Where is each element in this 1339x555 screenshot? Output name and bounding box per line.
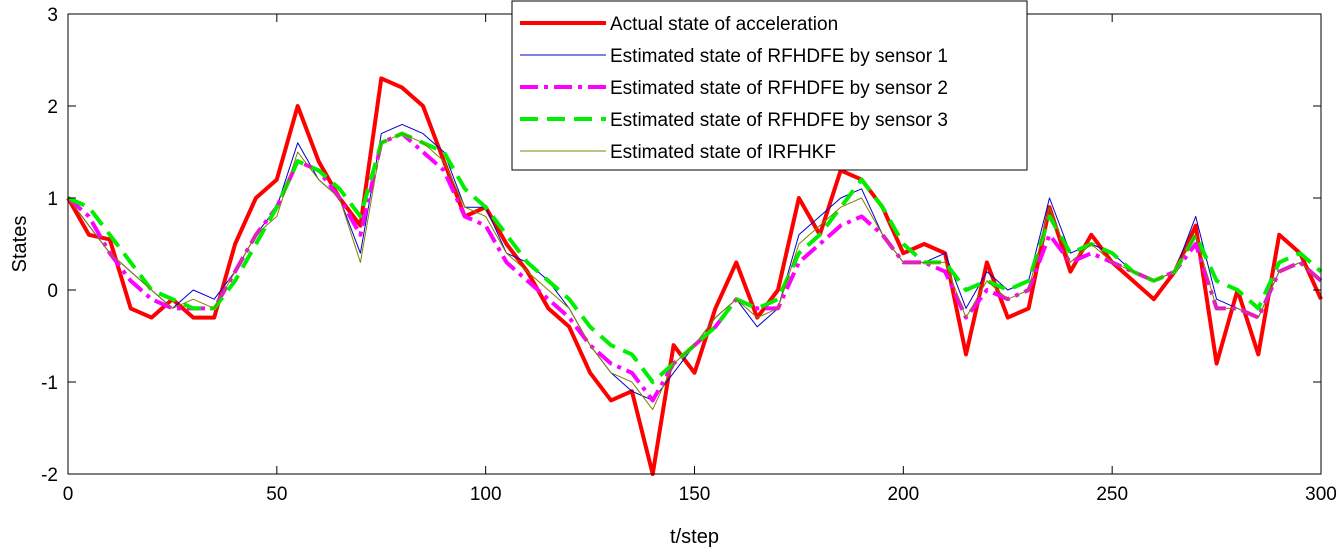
y-tick-label: 3 <box>47 5 58 26</box>
legend-label-4: Estimated state of RFHDFE by sensor 3 <box>610 110 948 131</box>
series-layer <box>66 76 1323 476</box>
y-tick-label: 1 <box>47 189 58 210</box>
x-axis-label: t/step <box>670 526 719 548</box>
legend-label-2: Estimated state of RFHDFE by sensor 1 <box>610 46 948 67</box>
y-tick-label: -1 <box>41 373 58 394</box>
series-line-4 <box>67 131 1323 384</box>
x-tick-label: 300 <box>1305 484 1337 505</box>
x-tick-label: 200 <box>887 484 919 505</box>
y-tick-label: 2 <box>47 97 58 118</box>
x-tick-label: 0 <box>63 484 74 505</box>
legend-label-1: Actual state of acceleration <box>610 14 838 35</box>
legend-items: Actual state of acceleration Estimated st… <box>520 14 948 163</box>
y-tick-label: 0 <box>47 281 58 302</box>
axes-layer: 0 50 100 150 200 250 300 -2 -1 0 1 2 3 <box>41 5 1337 505</box>
legend: Actual state of acceleration Estimated st… <box>511 0 1028 171</box>
series-line-5 <box>67 133 1322 411</box>
x-tick-label: 150 <box>679 484 711 505</box>
x-tick-label: 50 <box>266 484 287 505</box>
legend-label-5: Estimated state of IRFHKF <box>610 142 836 163</box>
x-tick-label: 100 <box>470 484 502 505</box>
legend-label-3: Estimated state of RFHDFE by sensor 2 <box>610 78 948 99</box>
y-tick-label: -2 <box>41 465 58 486</box>
series-line-3 <box>66 131 1323 403</box>
x-tick-label: 250 <box>1096 484 1128 505</box>
y-axis-label: States <box>9 216 31 273</box>
